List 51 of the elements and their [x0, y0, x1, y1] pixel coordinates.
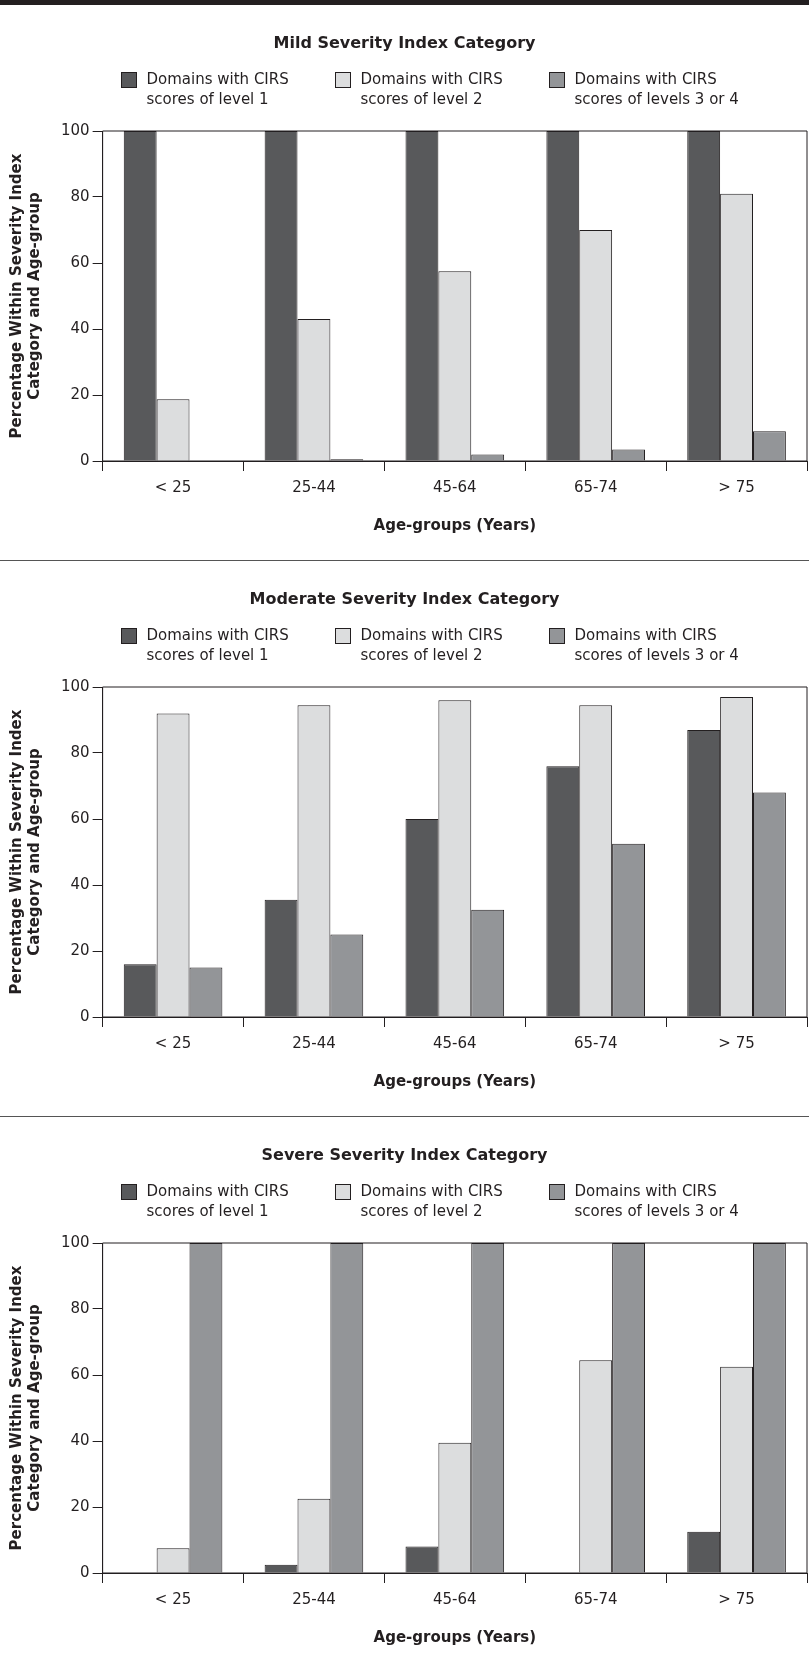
y-tick-label: 100	[60, 120, 90, 139]
y-axis-title: Percentage Within Severity Index Category and Age-group	[6, 1265, 43, 1551]
x-tick-label: < 25	[154, 1033, 192, 1052]
y-tick-label: 40	[70, 318, 90, 337]
x-tick-label: 65-74	[573, 1033, 618, 1052]
x-tick-label: > 75	[718, 477, 755, 496]
x-tick-label: 65-74	[573, 1589, 618, 1608]
y-tick-label: 40	[70, 874, 90, 893]
y-tick-label: 0	[80, 1562, 90, 1581]
y-tick-label: 60	[70, 252, 90, 271]
y-tick-label: 0	[80, 1006, 90, 1025]
y-tick-label: 80	[70, 742, 90, 761]
y-tick-label: 20	[70, 940, 90, 959]
y-tick-label: 20	[70, 384, 90, 403]
x-tick-label: > 75	[718, 1033, 755, 1052]
chart-title: Moderate Severity Index Category	[248, 588, 561, 610]
legend-label: Domains with CIRS scores of level 2	[360, 625, 504, 665]
y-tick-label: 0	[80, 450, 90, 469]
x-axis-title: Age-groups (Years)	[373, 1071, 537, 1090]
y-tick-label: 60	[70, 808, 90, 827]
x-tick-label: < 25	[154, 477, 192, 496]
x-tick-label: 45-64	[433, 1589, 477, 1608]
legend-label: Domains with CIRS scores of level 1	[146, 69, 290, 109]
y-tick-label: 80	[70, 186, 90, 205]
y-axis-title: Percentage Within Severity Index Category and Age-group	[6, 709, 43, 995]
y-tick-label: 40	[70, 1430, 90, 1449]
y-tick-label: 100	[60, 1232, 90, 1251]
legend-label: Domains with CIRS scores of levels 3 or 4	[574, 1181, 740, 1221]
x-axis-title: Age-groups (Years)	[373, 1627, 537, 1646]
chart-title: Mild Severity Index Category	[272, 32, 537, 54]
y-tick-label: 20	[70, 1496, 90, 1515]
x-tick-label: > 75	[718, 1589, 755, 1608]
x-tick-label: 45-64	[433, 1033, 477, 1052]
legend-label: Domains with CIRS scores of level 1	[146, 1181, 290, 1221]
chart-title: Severe Severity Index Category	[260, 1144, 549, 1166]
x-tick-label: 25-44	[292, 477, 336, 496]
x-tick-label: < 25	[154, 1589, 192, 1608]
x-tick-label: 25-44	[292, 1589, 336, 1608]
x-tick-label: 25-44	[292, 1033, 336, 1052]
legend-label: Domains with CIRS scores of level 1	[146, 625, 290, 665]
legend-label: Domains with CIRS scores of level 2	[360, 1181, 504, 1221]
x-tick-label: 65-74	[573, 477, 618, 496]
x-axis-title: Age-groups (Years)	[373, 515, 537, 534]
y-tick-label: 60	[70, 1364, 90, 1383]
legend-label: Domains with CIRS scores of levels 3 or 4	[574, 625, 740, 665]
y-tick-label: 80	[70, 1298, 90, 1317]
y-tick-label: 100	[60, 676, 90, 695]
legend-label: Domains with CIRS scores of levels 3 or 4	[574, 69, 740, 109]
x-tick-label: 45-64	[433, 477, 477, 496]
y-axis-title: Percentage Within Severity Index Category and Age-group	[6, 153, 43, 439]
legend-label: Domains with CIRS scores of level 2	[360, 69, 504, 109]
